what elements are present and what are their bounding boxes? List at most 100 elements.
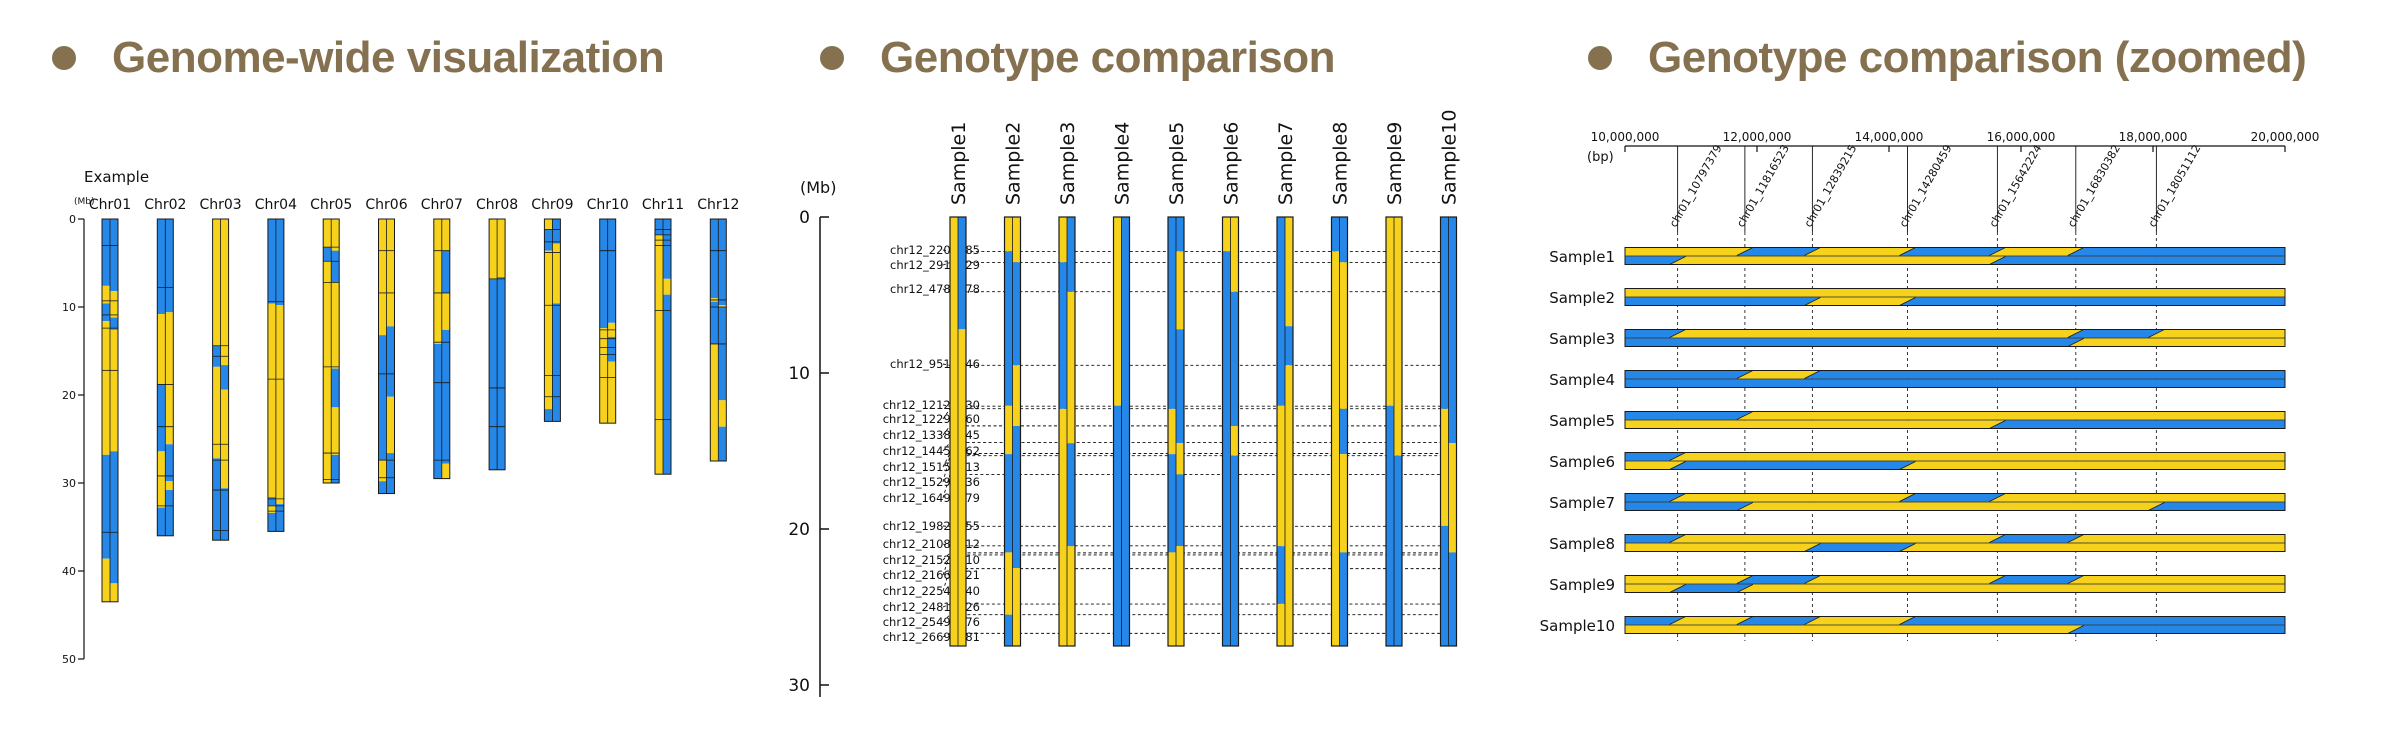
haplotype-segment (212, 458, 221, 541)
haplotype-segment (1804, 616, 1916, 625)
switch-line (2067, 625, 2084, 634)
haplotype-segment (1004, 405, 1013, 455)
sample-outline (1624, 329, 2286, 347)
sample-column-sample10: Sample10 (1439, 110, 1461, 647)
switch-line (1736, 502, 1754, 511)
chromosome-chr04: Chr04 (255, 197, 297, 532)
haplotype-segment (1168, 408, 1176, 455)
haplotype-segment (2075, 493, 2157, 502)
haplotype-segment (1744, 493, 1813, 502)
haplotype-segment (1997, 502, 2077, 511)
switch-line (1669, 493, 1686, 502)
haplotype-segment (1012, 568, 1021, 646)
haplotype-segment (1004, 614, 1013, 646)
switch-line (1736, 616, 1754, 625)
haplotype-segment (958, 329, 966, 646)
y-tick-label: 50 (62, 653, 76, 666)
haplotype-segment (2156, 420, 2286, 429)
sample-label: Sample5 (1549, 412, 1615, 430)
haplotype-segment (331, 368, 340, 408)
haplotype-segment (1004, 217, 1013, 252)
haplotype-segment (663, 278, 671, 295)
haplotype-segment (1059, 262, 1067, 409)
switch-line (1989, 420, 2006, 429)
haplotype-segment (110, 317, 118, 330)
sample-label: Sample1 (1549, 248, 1615, 266)
switch-line (1989, 575, 2006, 584)
haplotype-segment (267, 505, 276, 513)
haplotype-segment (1113, 405, 1122, 646)
sample-outline (1003, 216, 1022, 647)
haplotype-segment (1230, 217, 1239, 292)
sample-row-sample8: Sample8 (1549, 534, 2286, 553)
chromosome-chr05: Chr05 (310, 197, 352, 484)
haplotype-segment (718, 400, 727, 427)
marker-label: chr01_14280459 (1897, 142, 1955, 229)
haplotype-segment (331, 454, 340, 483)
haplotype-segment (2075, 411, 2157, 420)
switch-line (1899, 297, 1916, 306)
haplotype-segment (386, 396, 395, 454)
switch-line (1736, 584, 1754, 593)
haplotype-segment (1812, 329, 1908, 338)
haplotype-segment (544, 229, 553, 251)
sample-label: Sample9 (1384, 122, 1406, 205)
haplotype-segment (544, 219, 553, 230)
switch-line (1989, 493, 2006, 502)
haplotype-segment (1907, 502, 1998, 511)
haplotype-segment (1899, 297, 1998, 306)
haplotype-segment (1812, 625, 1908, 634)
switch-line (1804, 247, 1821, 256)
haplotype-segment (2075, 256, 2157, 265)
haplotype-segment (220, 365, 229, 390)
haplotype-segment (2156, 256, 2286, 265)
haplotype-segment (433, 219, 442, 344)
haplotype-segment (220, 389, 229, 489)
haplotype-segment (102, 285, 110, 304)
sample-column-sample8: Sample8 (1330, 122, 1352, 647)
haplotype-segment (1744, 534, 1813, 543)
haplotype-segment (1812, 379, 1908, 388)
haplotype-segment (2075, 297, 2157, 306)
haplotype-segment (1121, 217, 1130, 646)
sample-label: Sample7 (1275, 122, 1297, 205)
haplotype-segment (1012, 426, 1021, 568)
haplotype-segment (1440, 217, 1449, 409)
section-heading-genotype: Genotype comparison (820, 30, 1336, 86)
haplotype-segment (2075, 616, 2157, 625)
haplotype-segment (2156, 288, 2286, 297)
sample-column-sample4: Sample4 (1112, 122, 1134, 647)
haplotype-segment (1059, 217, 1067, 263)
haplotype-segment (1277, 405, 1285, 547)
bullet-dot-icon (1588, 46, 1612, 70)
haplotype-segment (2156, 247, 2286, 256)
switch-line (1989, 534, 2006, 543)
haplotype-segment (1440, 408, 1449, 526)
haplotype-segment (1067, 291, 1075, 444)
sample-label: Sample5 (1166, 122, 1188, 205)
switch-line (1804, 575, 1821, 584)
section-heading-zoomed: Genotype comparison (zoomed) (1588, 30, 2307, 86)
axis-unit-label: (bp) (1587, 150, 1614, 165)
haplotype-segment (958, 217, 966, 330)
haplotype-segment (2156, 584, 2286, 593)
sample-outline (1624, 534, 2286, 552)
sample-label: Sample6 (1221, 122, 1243, 205)
chromosome-label: Chr11 (642, 197, 684, 213)
haplotype-segment (1997, 370, 2077, 379)
haplotype-segment (1113, 217, 1122, 406)
sample-row-sample1: Sample1 (1549, 247, 2286, 266)
haplotype-segment (1997, 411, 2077, 420)
example-label: Example (84, 168, 149, 186)
switch-line (2067, 534, 2084, 543)
sample-outline (1058, 216, 1076, 647)
haplotype-segment (2156, 625, 2286, 634)
axis-unit-label: (Mb) (800, 178, 836, 197)
haplotype-segment (110, 329, 118, 452)
chromosome-outline (156, 218, 174, 537)
haplotype-segment (323, 261, 332, 483)
haplotype-segment (157, 507, 166, 536)
x-tick-label: 12,000,000 (1723, 130, 1792, 144)
haplotype-segment (1386, 217, 1394, 406)
chromosome-outline (654, 218, 672, 475)
